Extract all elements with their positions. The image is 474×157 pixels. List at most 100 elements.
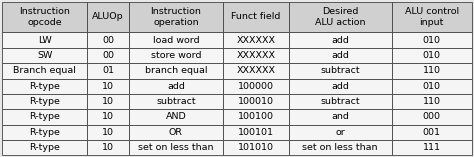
Bar <box>392 125 472 140</box>
Text: 111: 111 <box>423 143 441 152</box>
Text: XXXXXX: XXXXXX <box>236 35 275 45</box>
Bar <box>392 78 472 94</box>
Text: XXXXXX: XXXXXX <box>236 51 275 60</box>
Bar <box>87 32 129 48</box>
Text: 00: 00 <box>102 35 114 45</box>
Text: 10: 10 <box>102 82 114 91</box>
Bar <box>289 125 392 140</box>
Text: R-type: R-type <box>29 112 60 122</box>
Bar <box>129 94 223 109</box>
Text: Funct field: Funct field <box>231 12 281 22</box>
Bar <box>87 125 129 140</box>
Bar <box>223 32 289 48</box>
Bar <box>2 63 87 78</box>
Bar <box>87 63 129 78</box>
Bar <box>289 78 392 94</box>
Bar <box>87 94 129 109</box>
Text: AND: AND <box>165 112 186 122</box>
Bar <box>223 78 289 94</box>
Text: 100010: 100010 <box>238 97 274 106</box>
Bar <box>87 2 129 32</box>
Text: add: add <box>331 35 349 45</box>
Bar <box>392 48 472 63</box>
Text: R-type: R-type <box>29 97 60 106</box>
Bar <box>2 94 87 109</box>
Text: ALUOp: ALUOp <box>92 12 124 22</box>
Text: 10: 10 <box>102 112 114 122</box>
Text: 000: 000 <box>423 112 441 122</box>
Text: Desired
ALU action: Desired ALU action <box>315 7 365 27</box>
Bar <box>2 2 87 32</box>
Bar <box>129 78 223 94</box>
Bar <box>223 2 289 32</box>
Text: 010: 010 <box>423 51 441 60</box>
Text: 110: 110 <box>423 97 441 106</box>
Text: R-type: R-type <box>29 128 60 137</box>
Bar <box>129 140 223 155</box>
Bar <box>223 109 289 125</box>
Bar <box>2 78 87 94</box>
Text: 100000: 100000 <box>238 82 274 91</box>
Text: LW: LW <box>38 35 52 45</box>
Bar <box>129 109 223 125</box>
Text: set on less than: set on less than <box>302 143 378 152</box>
Text: Instruction
opcode: Instruction opcode <box>19 7 70 27</box>
Bar <box>129 48 223 63</box>
Bar <box>129 63 223 78</box>
Text: 100100: 100100 <box>238 112 274 122</box>
Bar <box>223 63 289 78</box>
Text: ALU control
input: ALU control input <box>405 7 459 27</box>
Bar <box>129 125 223 140</box>
Bar <box>129 2 223 32</box>
Bar <box>289 63 392 78</box>
Text: add: add <box>331 51 349 60</box>
Bar <box>392 2 472 32</box>
Bar <box>87 140 129 155</box>
Text: 001: 001 <box>423 128 441 137</box>
Bar <box>87 78 129 94</box>
Text: 101010: 101010 <box>238 143 274 152</box>
Text: set on less than: set on less than <box>138 143 214 152</box>
Text: 10: 10 <box>102 128 114 137</box>
Text: 10: 10 <box>102 97 114 106</box>
Text: and: and <box>331 112 349 122</box>
Text: branch equal: branch equal <box>145 66 207 75</box>
Bar <box>392 140 472 155</box>
Bar <box>223 125 289 140</box>
Text: subtract: subtract <box>156 97 196 106</box>
Bar <box>2 125 87 140</box>
Bar <box>289 32 392 48</box>
Text: XXXXXX: XXXXXX <box>236 66 275 75</box>
Bar <box>129 32 223 48</box>
Text: store word: store word <box>151 51 201 60</box>
Text: R-type: R-type <box>29 82 60 91</box>
Bar <box>289 109 392 125</box>
Text: or: or <box>336 128 345 137</box>
Text: load word: load word <box>153 35 199 45</box>
Text: 01: 01 <box>102 66 114 75</box>
Bar <box>392 109 472 125</box>
Text: add: add <box>331 82 349 91</box>
Bar <box>2 109 87 125</box>
Bar <box>289 94 392 109</box>
Bar <box>223 140 289 155</box>
Text: Instruction
operation: Instruction operation <box>151 7 201 27</box>
Text: SW: SW <box>37 51 52 60</box>
Text: add: add <box>167 82 185 91</box>
Text: 10: 10 <box>102 143 114 152</box>
Bar <box>2 140 87 155</box>
Text: 010: 010 <box>423 35 441 45</box>
Bar <box>289 48 392 63</box>
Text: OR: OR <box>169 128 183 137</box>
Bar <box>2 32 87 48</box>
Text: 00: 00 <box>102 51 114 60</box>
Bar <box>87 48 129 63</box>
Bar <box>392 94 472 109</box>
Bar <box>392 63 472 78</box>
Bar <box>87 109 129 125</box>
Bar <box>392 32 472 48</box>
Text: subtract: subtract <box>320 97 360 106</box>
Text: 110: 110 <box>423 66 441 75</box>
Text: R-type: R-type <box>29 143 60 152</box>
Text: 100101: 100101 <box>238 128 274 137</box>
